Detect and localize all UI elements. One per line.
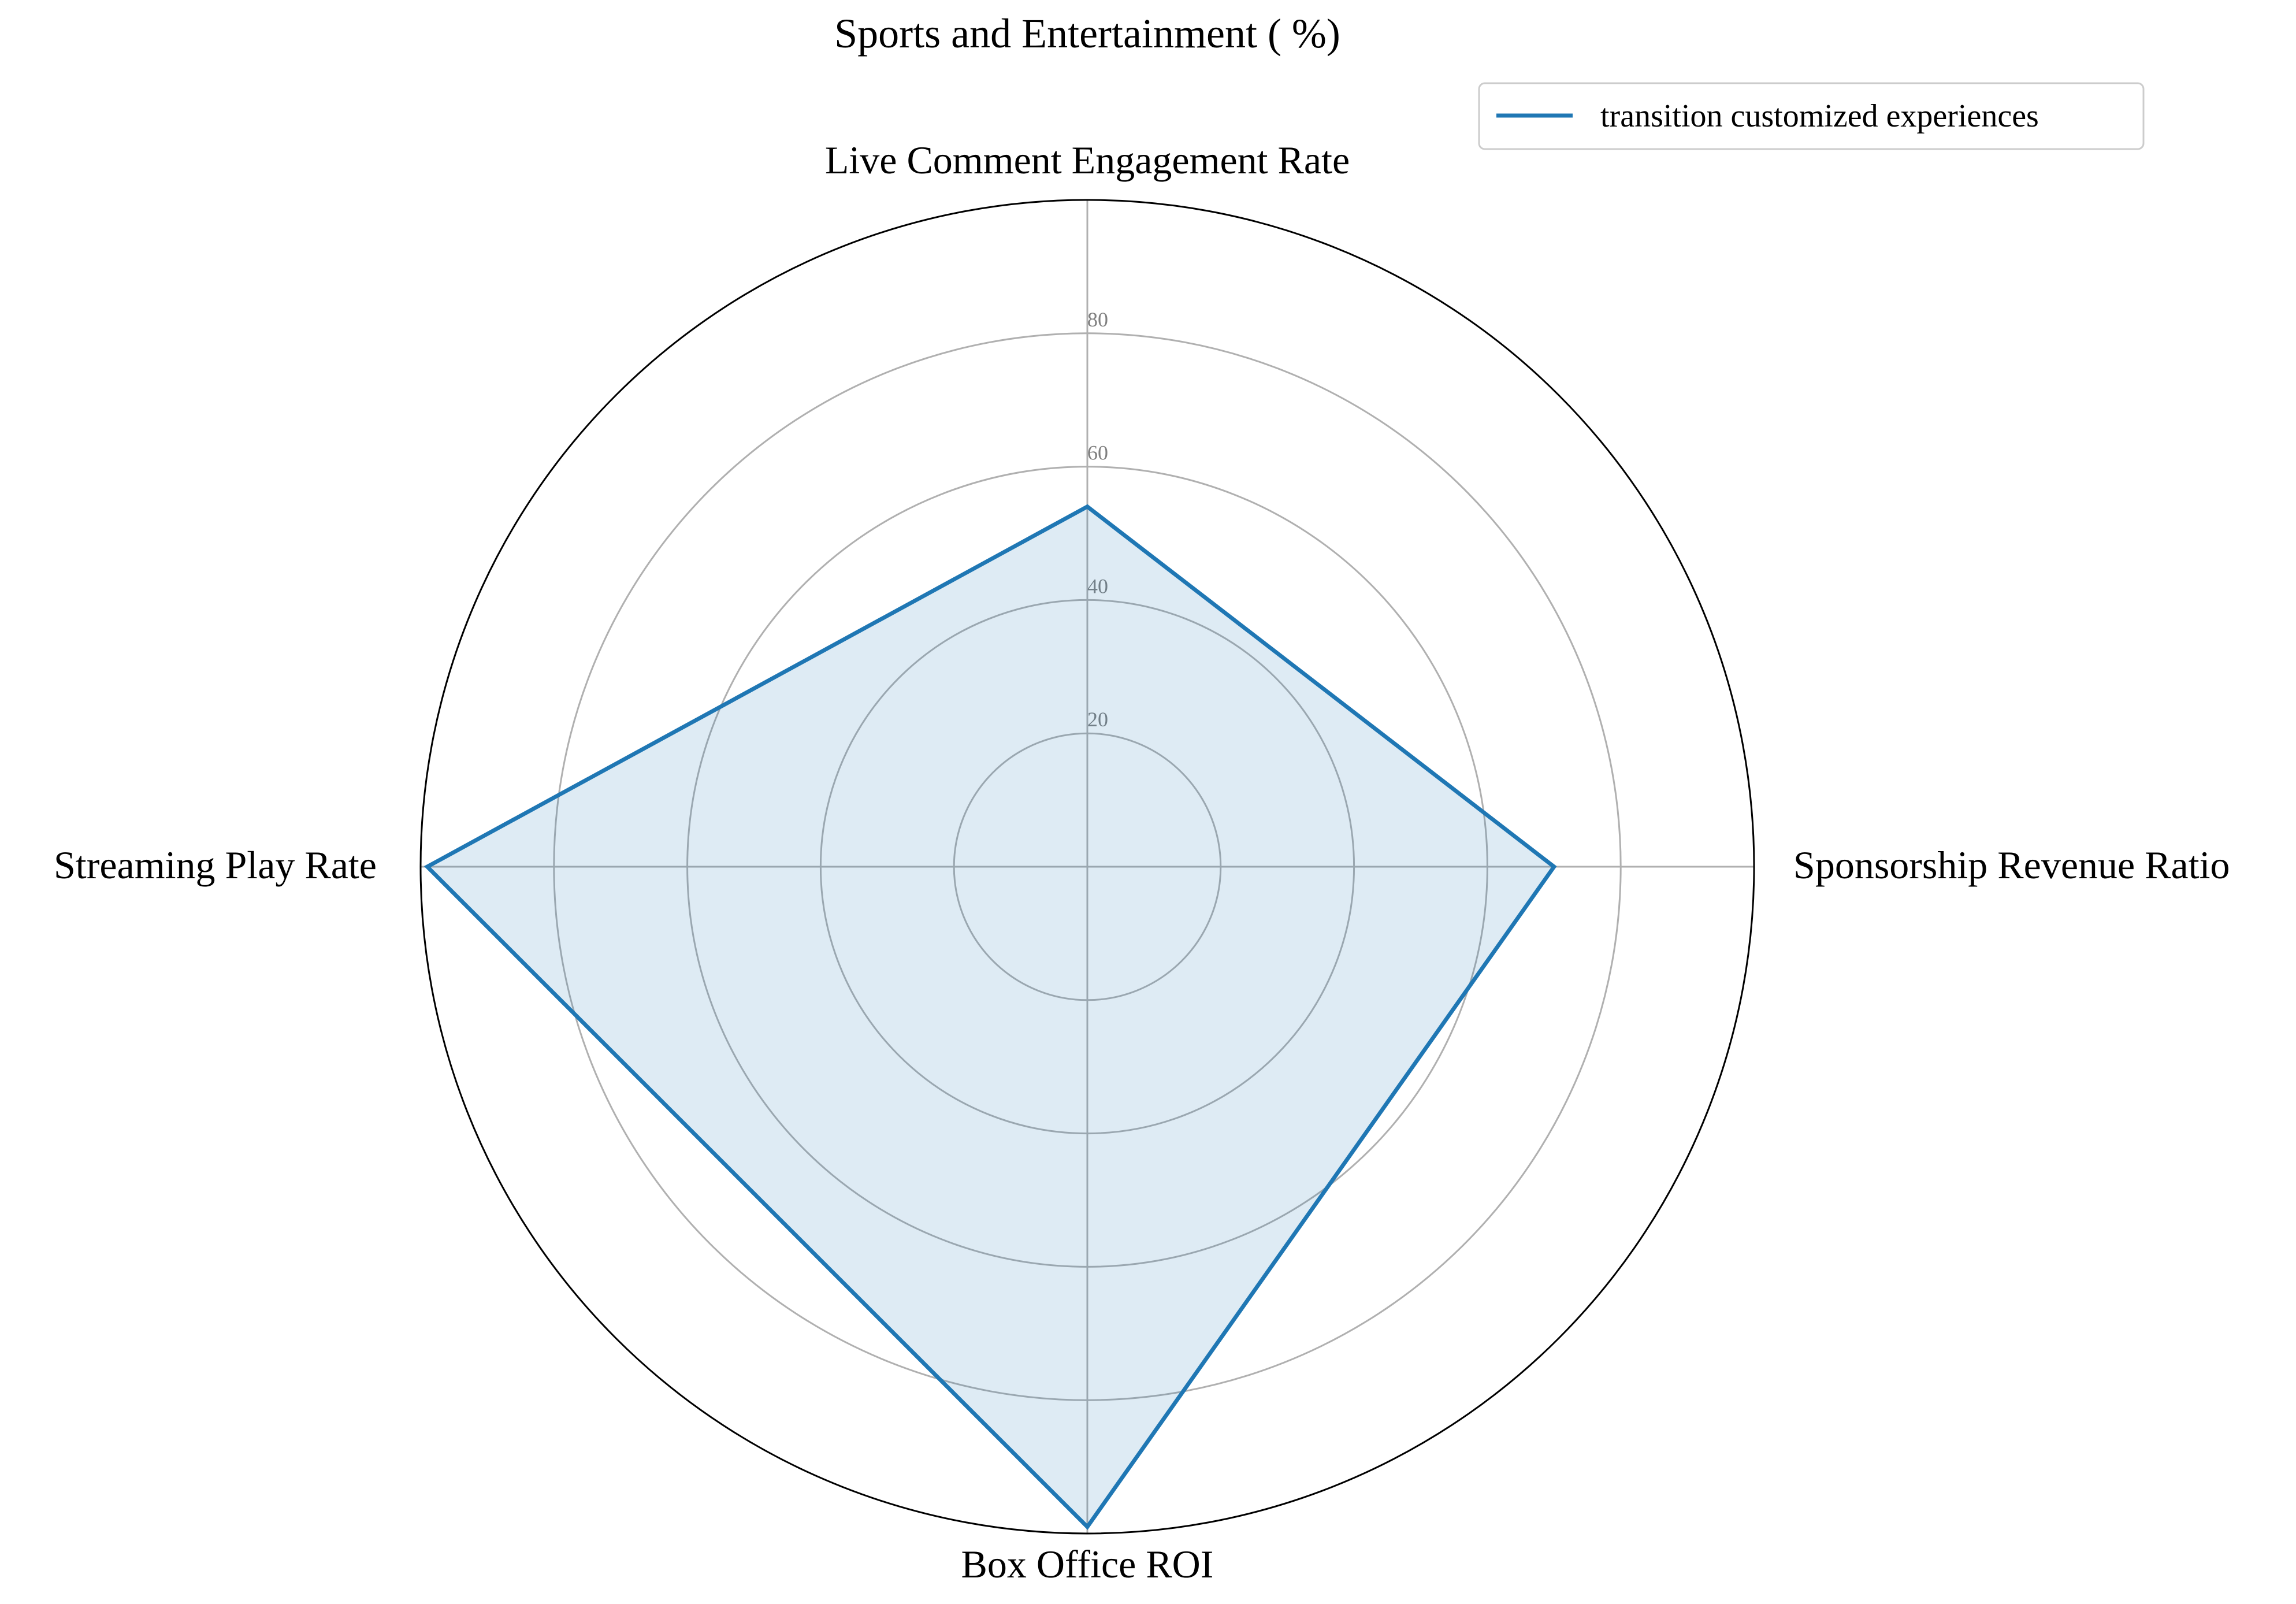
legend-frame: [1478, 82, 2145, 150]
axis-label-2: Box Office ROI: [961, 1542, 1214, 1586]
axis-labels: Live Comment Engagement Rate Sponsorship …: [54, 138, 2230, 1586]
legend: transition customized experiences: [1478, 82, 2145, 150]
legend-label: transition customized experiences: [1600, 98, 2039, 134]
series-line-0: [423, 504, 1557, 1530]
radial-tick-label: 80: [1087, 308, 1108, 331]
radial-tick-label: 20: [1087, 708, 1108, 731]
axis-label-1: Sponsorship Revenue Ratio: [1793, 843, 2230, 887]
axis-label-0: Live Comment Engagement Rate: [825, 138, 1350, 182]
axis-label-3: Streaming Play Rate: [54, 843, 377, 887]
chart-title: Sports and Entertainment ( %): [834, 10, 1340, 57]
radial-tick-label: 60: [1087, 441, 1108, 465]
series-layer: [423, 504, 1557, 1530]
series-area-0: [427, 506, 1554, 1527]
radar-grid: [419, 199, 1755, 1535]
radial-tick-label: 40: [1087, 574, 1108, 597]
outer-frame-circle: [419, 199, 1755, 1535]
radial-tick-labels: 20 40 60 80: [1087, 308, 1108, 731]
